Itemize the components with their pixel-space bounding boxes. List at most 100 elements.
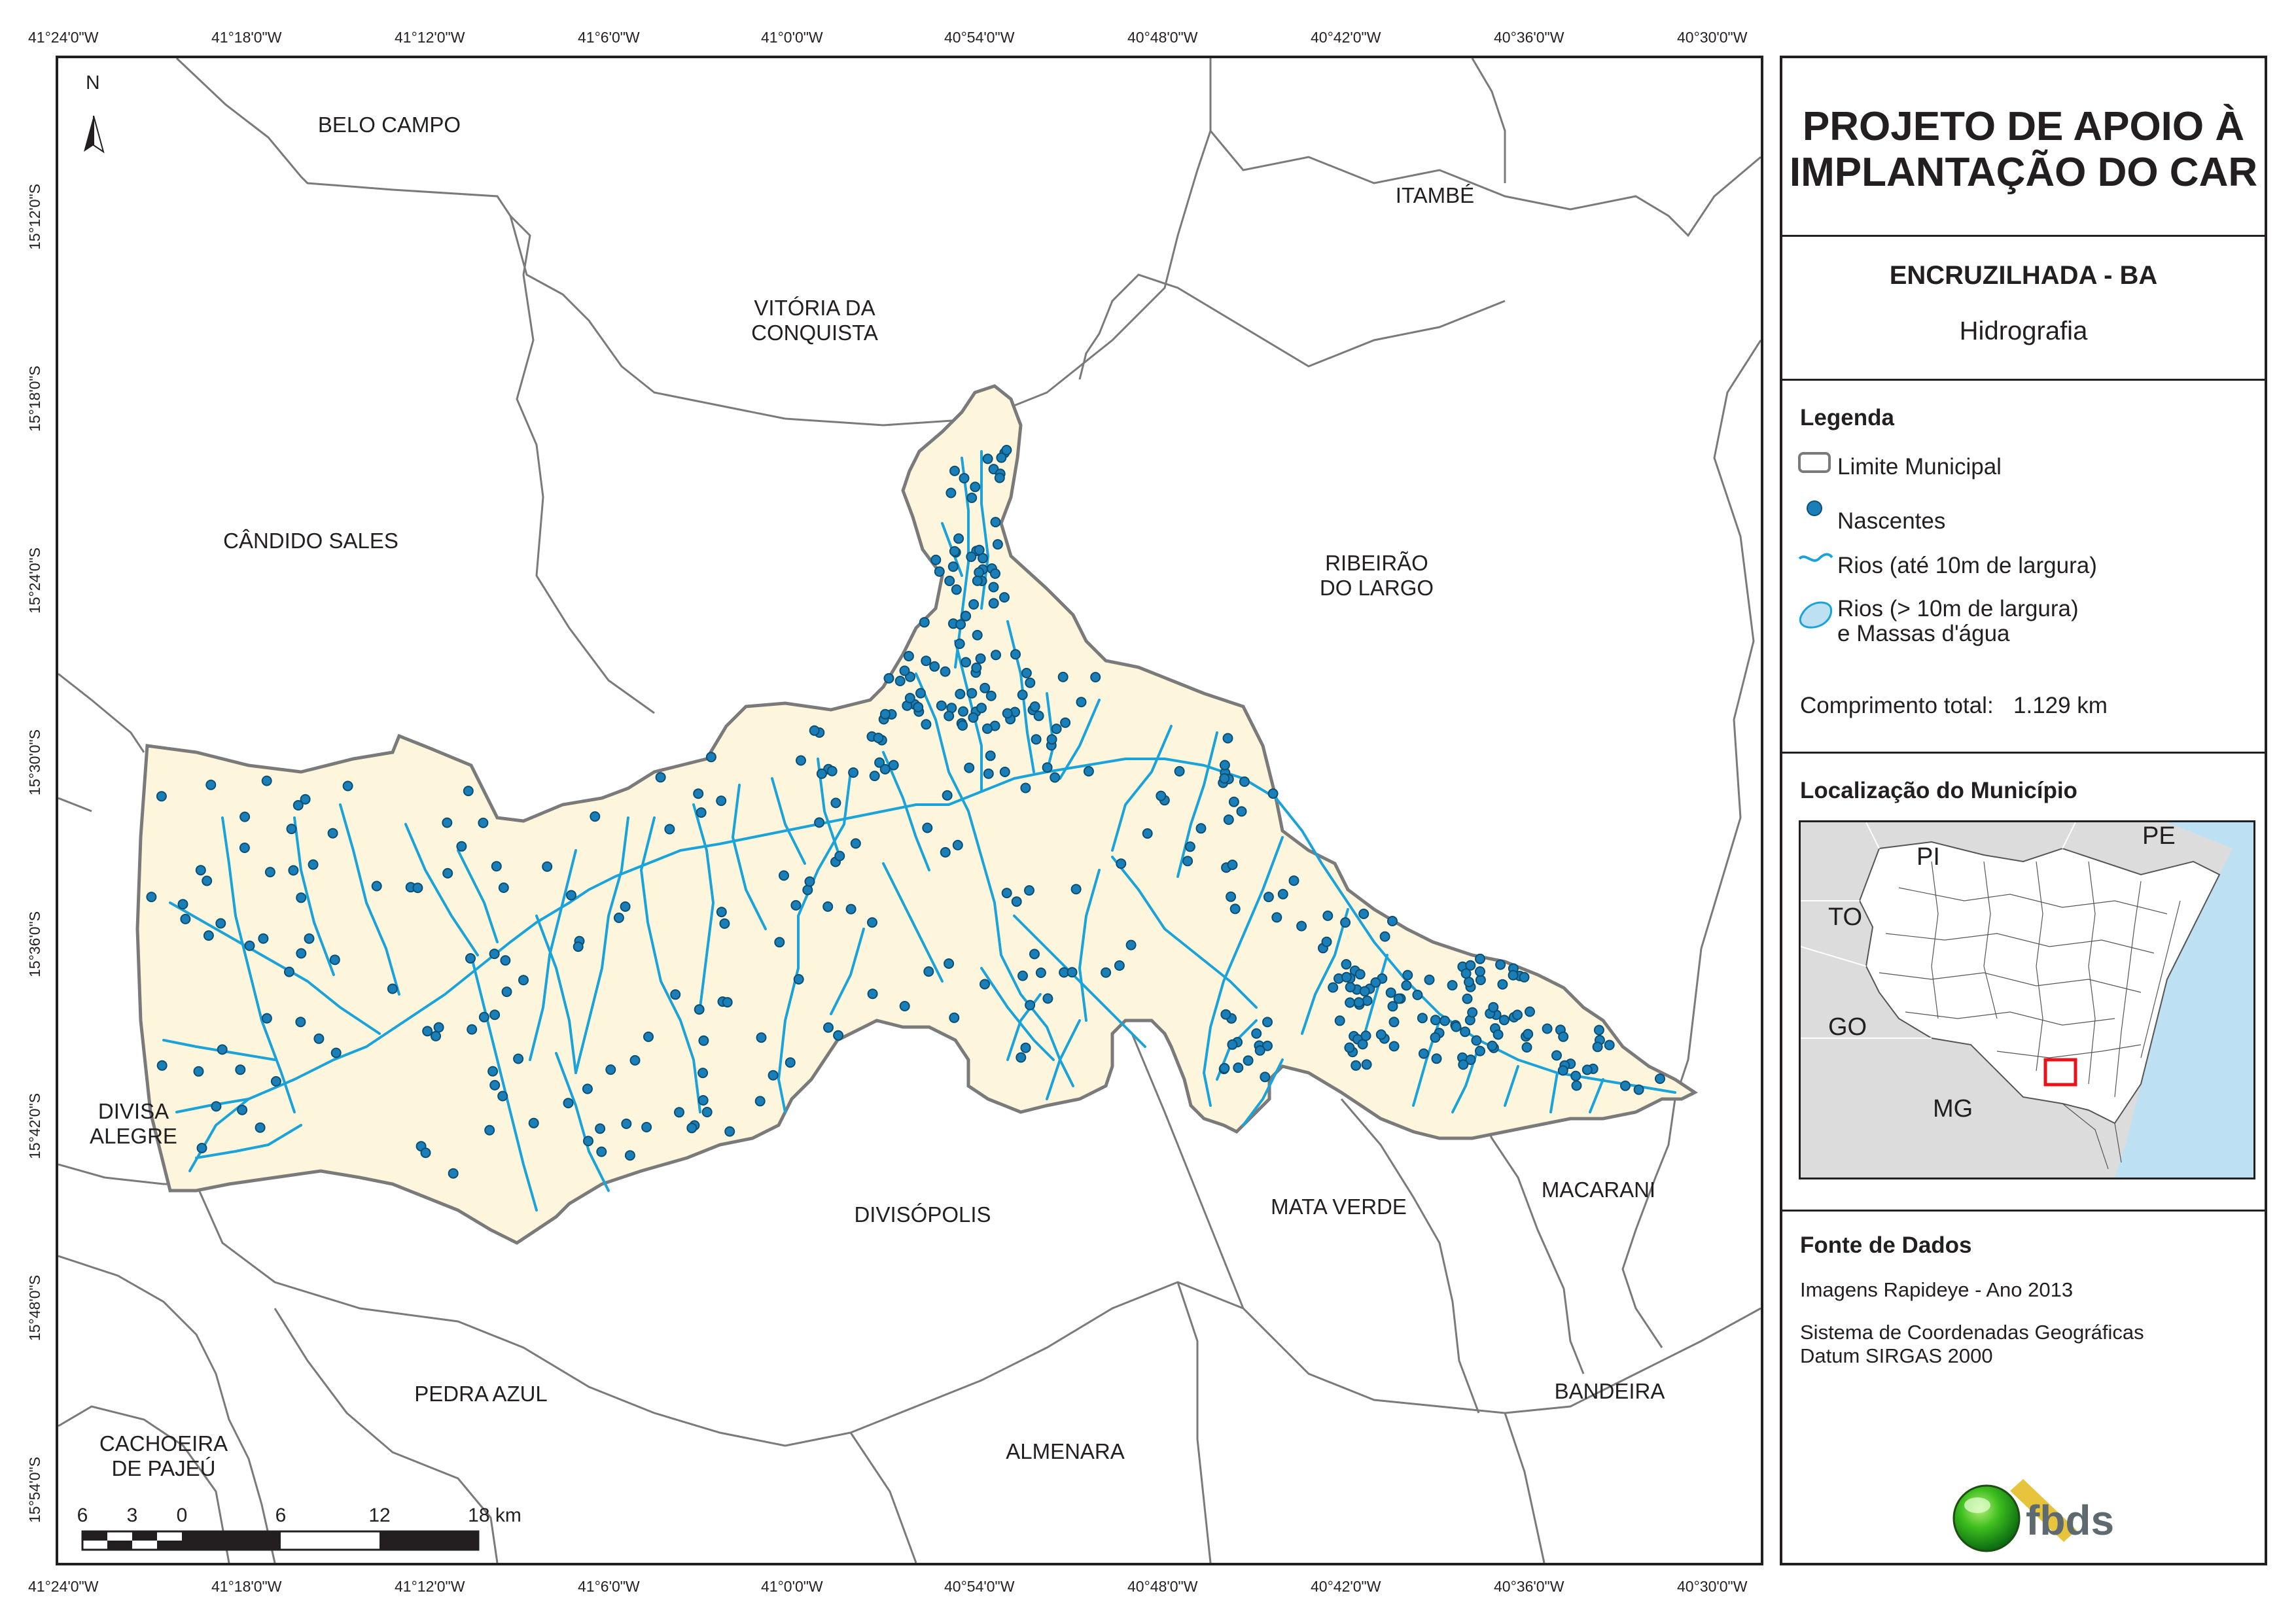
spring-point[interactable] <box>1002 708 1013 719</box>
spring-point[interactable] <box>1487 1040 1498 1051</box>
spring-point[interactable] <box>1542 1023 1553 1034</box>
spring-point[interactable] <box>1551 1050 1562 1061</box>
spring-point[interactable] <box>1262 1040 1273 1051</box>
spring-point[interactable] <box>949 465 960 476</box>
spring-point[interactable] <box>719 918 730 929</box>
spring-point[interactable] <box>802 884 813 896</box>
spring-point[interactable] <box>686 1123 698 1134</box>
spring-point[interactable] <box>1401 980 1412 991</box>
spring-point[interactable] <box>966 688 978 699</box>
spring-point[interactable] <box>1340 917 1351 928</box>
spring-point[interactable] <box>1010 649 1021 660</box>
spring-point[interactable] <box>235 1064 246 1075</box>
spring-point[interactable] <box>342 780 353 792</box>
spring-point[interactable] <box>528 1117 539 1128</box>
spring-point[interactable] <box>1388 1041 1400 1052</box>
spring-point[interactable] <box>1387 1001 1398 1012</box>
spring-point[interactable] <box>1418 1048 1429 1059</box>
spring-point[interactable] <box>620 901 631 912</box>
municipality-polygon[interactable] <box>135 384 1698 1245</box>
spring-point[interactable] <box>994 472 1005 483</box>
spring-point[interactable] <box>1519 971 1530 983</box>
spring-point[interactable] <box>976 703 987 714</box>
spring-point[interactable] <box>1174 766 1185 777</box>
spring-point[interactable] <box>1358 909 1369 919</box>
spring-point[interactable] <box>845 903 857 915</box>
spring-point[interactable] <box>1385 987 1396 998</box>
spring-point[interactable] <box>300 794 311 805</box>
spring-point[interactable] <box>304 933 315 944</box>
spring-point[interactable] <box>670 989 681 1000</box>
spring-point[interactable] <box>261 775 272 786</box>
spring-point[interactable] <box>899 665 910 676</box>
spring-point[interactable] <box>211 1101 222 1112</box>
spring-point[interactable] <box>999 592 1010 603</box>
spring-point[interactable] <box>968 712 979 723</box>
spring-point[interactable] <box>1508 969 1519 981</box>
spring-point[interactable] <box>387 983 398 994</box>
spring-point[interactable] <box>563 1098 574 1109</box>
spring-point[interactable] <box>1057 671 1069 682</box>
spring-point[interactable] <box>313 1033 325 1044</box>
spring-point[interactable] <box>1351 1060 1362 1071</box>
spring-point[interactable] <box>478 817 489 828</box>
spring-point[interactable] <box>1182 856 1193 867</box>
spring-point[interactable] <box>793 974 804 985</box>
spring-point[interactable] <box>327 828 338 839</box>
spring-point[interactable] <box>500 955 511 966</box>
spring-point[interactable] <box>1498 1015 1510 1026</box>
spring-point[interactable] <box>1251 1028 1262 1039</box>
spring-point[interactable] <box>921 655 932 667</box>
spring-point[interactable] <box>964 762 975 773</box>
spring-point[interactable] <box>582 1083 593 1094</box>
spring-point[interactable] <box>1495 959 1506 970</box>
spring-point[interactable] <box>1525 1006 1535 1017</box>
spring-point[interactable] <box>1223 814 1234 825</box>
spring-point[interactable] <box>542 861 553 872</box>
spring-point[interactable] <box>1254 1045 1265 1056</box>
spring-point[interactable] <box>698 1068 709 1079</box>
spring-point[interactable] <box>1227 1039 1238 1050</box>
spring-point[interactable] <box>239 843 250 853</box>
spring-point[interactable] <box>990 517 1001 528</box>
spring-point[interactable] <box>874 757 885 768</box>
spring-point[interactable] <box>237 1104 248 1115</box>
spring-point[interactable] <box>296 948 307 959</box>
spring-point[interactable] <box>1465 1055 1476 1065</box>
spring-point[interactable] <box>1236 806 1247 817</box>
spring-point[interactable] <box>698 1035 709 1046</box>
spring-point[interactable] <box>1020 782 1031 794</box>
spring-point[interactable] <box>284 966 294 977</box>
spring-point[interactable] <box>641 1122 652 1132</box>
spring-point[interactable] <box>756 1032 767 1043</box>
spring-point[interactable] <box>1341 971 1352 983</box>
spring-point[interactable] <box>952 839 963 850</box>
spring-point[interactable] <box>834 850 845 862</box>
spring-point[interactable] <box>972 629 983 640</box>
spring-point[interactable] <box>816 768 827 779</box>
spring-point[interactable] <box>879 708 891 720</box>
spring-point[interactable] <box>996 452 1007 463</box>
spring-point[interactable] <box>869 771 880 782</box>
spring-point[interactable] <box>1051 724 1062 735</box>
spring-point[interactable] <box>1321 936 1332 947</box>
spring-point[interactable] <box>1655 1073 1665 1084</box>
spring-point[interactable] <box>1512 1009 1523 1021</box>
spring-point[interactable] <box>961 657 972 668</box>
spring-point[interactable] <box>992 539 1003 550</box>
spring-point[interactable] <box>1029 701 1040 712</box>
spring-point[interactable] <box>955 619 966 630</box>
spring-point[interactable] <box>957 720 968 731</box>
spring-point[interactable] <box>1076 697 1087 708</box>
spring-point[interactable] <box>1460 1026 1471 1038</box>
spring-point[interactable] <box>1020 1042 1031 1053</box>
spring-point[interactable] <box>1431 1053 1442 1064</box>
spring-point[interactable] <box>590 811 601 822</box>
spring-point[interactable] <box>1424 974 1435 985</box>
spring-point[interactable] <box>195 865 206 876</box>
spring-point[interactable] <box>899 1001 910 1011</box>
spring-point[interactable] <box>796 755 806 766</box>
spring-point[interactable] <box>513 1053 524 1064</box>
spring-point[interactable] <box>936 700 947 711</box>
spring-point[interactable] <box>1557 1065 1568 1076</box>
